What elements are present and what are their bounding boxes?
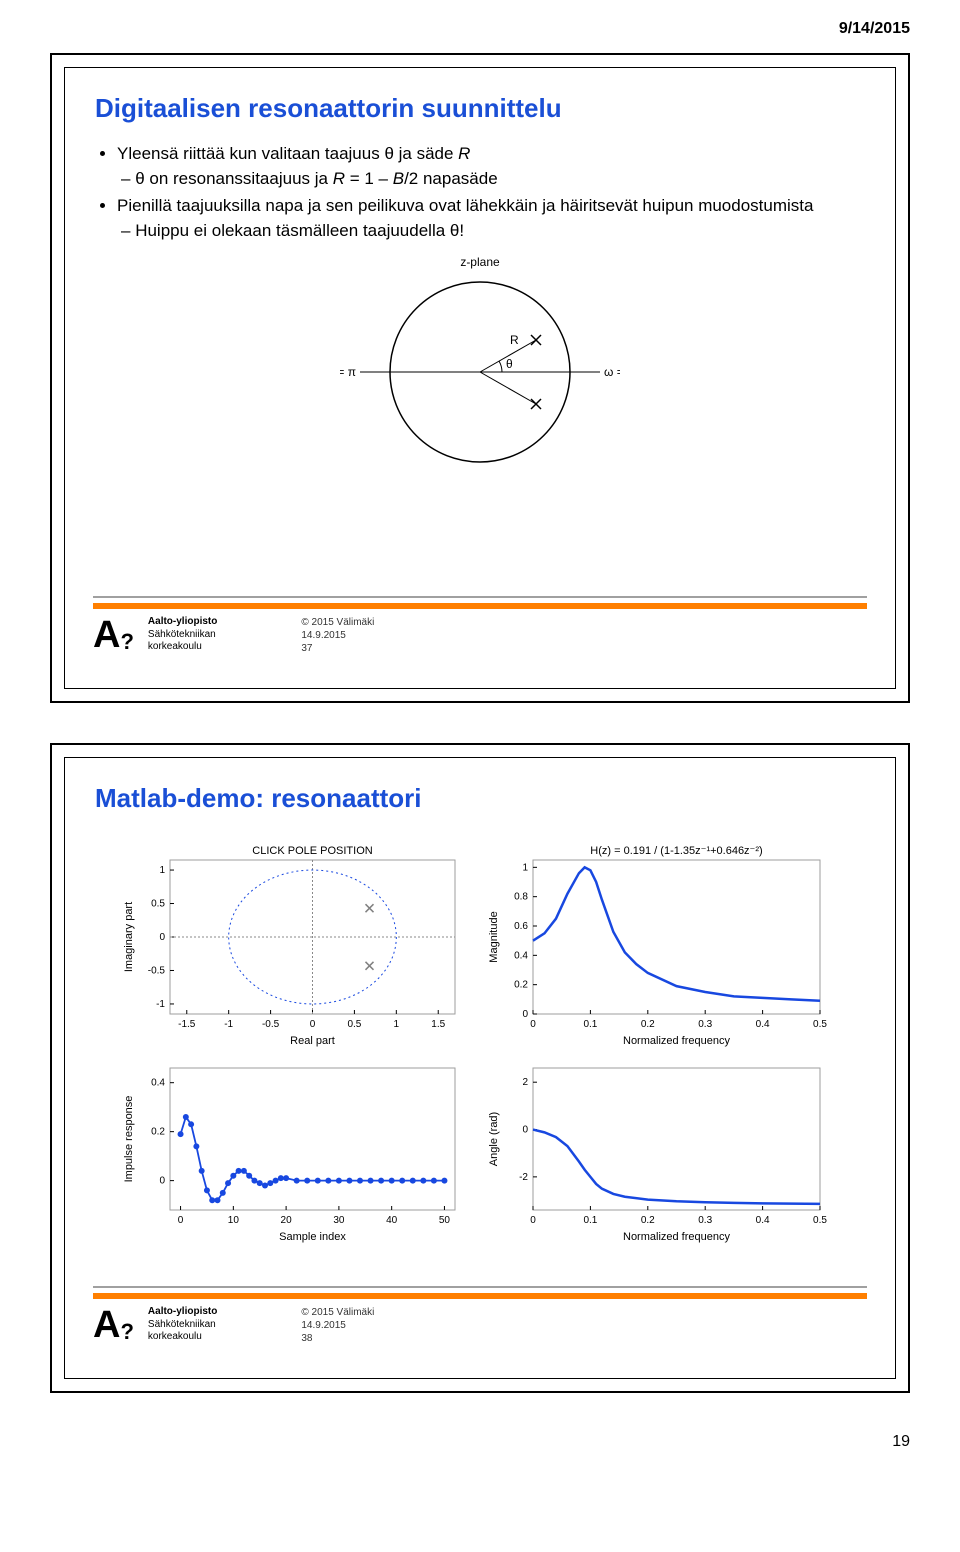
svg-text:1: 1 — [159, 865, 165, 876]
copy-text-2: © 2015 Välimäki 14.9.2015 38 — [301, 1306, 374, 1345]
svg-text:2: 2 — [522, 1077, 528, 1088]
page-number: 19 — [50, 1433, 910, 1451]
plot-polezero: -1.5 -1 -0.5 0 0.5 1 1.5 -1 -0.5 0 0.5 1 Real part Im… — [120, 838, 470, 1048]
slide-1-body: Yleensä riittää kun valitaan taajuus θ j… — [95, 142, 865, 668]
slide-1-inner: Digitaalisen resonaattorin suunnittelu Y… — [64, 67, 896, 689]
slide1-bullet2: Pienillä taajuuksilla napa ja sen peilik… — [117, 196, 813, 215]
copy-text-1: © 2015 Välimäki 14.9.2015 37 — [301, 616, 374, 655]
svg-text:0.5: 0.5 — [813, 1019, 827, 1030]
svg-text:H(z) = 0.191 / (1-1.35z⁻¹+0.64: H(z) = 0.191 / (1-1.35z⁻¹+0.646z⁻²) — [590, 845, 762, 857]
zplane-left: ω = π — [340, 365, 356, 379]
svg-text:0.3: 0.3 — [698, 1215, 712, 1226]
svg-text:-0.5: -0.5 — [262, 1019, 280, 1030]
svg-text:1: 1 — [394, 1019, 400, 1030]
svg-text:0.3: 0.3 — [698, 1019, 712, 1030]
svg-text:0.2: 0.2 — [641, 1019, 655, 1030]
slide-2-title: Matlab-demo: resonaattori — [95, 783, 865, 814]
zplane-theta: θ — [506, 357, 513, 371]
svg-text:0.1: 0.1 — [583, 1019, 597, 1030]
svg-text:0: 0 — [178, 1215, 184, 1226]
svg-text:Sample index: Sample index — [279, 1231, 346, 1243]
svg-text:0: 0 — [159, 932, 165, 943]
svg-text:50: 50 — [439, 1215, 451, 1226]
slide1-sub2: Huippu ei olekaan täsmälleen taajuudella… — [139, 219, 865, 244]
svg-text:30: 30 — [333, 1215, 345, 1226]
svg-text:0: 0 — [530, 1019, 536, 1030]
svg-text:10: 10 — [228, 1215, 240, 1226]
zplane-R: R — [510, 333, 519, 347]
svg-text:0.5: 0.5 — [813, 1215, 827, 1226]
svg-text:0.2: 0.2 — [641, 1215, 655, 1226]
footer-1: A? Aalto-yliopisto Sähkötekniikan korkea… — [93, 604, 867, 666]
slide-2: Matlab-demo: resonaattori -1.5 -1 -0.5 0 0.5… — [50, 743, 910, 1393]
svg-text:-1: -1 — [156, 999, 165, 1010]
aalto-logo: A? — [93, 616, 134, 654]
svg-text:0: 0 — [522, 1009, 528, 1020]
svg-text:20: 20 — [281, 1215, 293, 1226]
svg-text:Normalized frequency: Normalized frequency — [623, 1231, 730, 1243]
svg-text:1: 1 — [522, 863, 528, 874]
page-header-date: 9/14/2015 — [50, 20, 910, 38]
svg-text:Angle (rad): Angle (rad) — [488, 1112, 500, 1166]
divider-bar-2 — [93, 1286, 867, 1290]
svg-text:0: 0 — [310, 1019, 316, 1030]
matlab-plots: -1.5 -1 -0.5 0 0.5 1 1.5 -1 -0.5 0 0.5 1 Real part Im… — [120, 838, 840, 1264]
slide-1-title: Digitaalisen resonaattorin suunnittelu — [95, 93, 865, 124]
slide1-sub1: θ on resonanssitaajuus ja R = 1 – B/2 na… — [139, 167, 865, 192]
plot-magnitude: 0 0.1 0.2 0.3 0.4 0.5 0 0.2 0.4 0.6 0.8 1 Normalized… — [485, 838, 835, 1048]
plot-impulse: 0 10 20 30 40 50 0 0.2 0.4 Sample index Impulse re… — [120, 1054, 470, 1244]
svg-text:0.6: 0.6 — [514, 921, 528, 932]
svg-text:-2: -2 — [519, 1172, 528, 1183]
svg-text:-1.5: -1.5 — [178, 1019, 196, 1030]
svg-text:Imaginary part: Imaginary part — [123, 902, 135, 972]
svg-text:0.2: 0.2 — [151, 1127, 165, 1138]
divider-bar-1 — [93, 596, 867, 600]
svg-text:0.1: 0.1 — [583, 1215, 597, 1226]
slide1-bullet1: Yleensä riittää kun valitaan taajuus θ j… — [117, 144, 470, 163]
svg-text:0.8: 0.8 — [514, 892, 528, 903]
zplane-right: ω = 0 — [604, 365, 620, 379]
footer-2: A? Aalto-yliopisto Sähkötekniikan korkea… — [93, 1294, 867, 1356]
svg-text:0: 0 — [530, 1215, 536, 1226]
svg-text:Impulse response: Impulse response — [123, 1096, 135, 1183]
svg-text:0: 0 — [522, 1125, 528, 1136]
svg-text:CLICK POLE POSITION: CLICK POLE POSITION — [252, 845, 372, 857]
uni-text-1: Aalto-yliopisto Sähkötekniikan korkeakou… — [148, 616, 217, 654]
svg-text:0.4: 0.4 — [756, 1215, 770, 1226]
svg-text:Magnitude: Magnitude — [488, 912, 500, 963]
plot-phase: 0 0.1 0.2 0.3 0.4 0.5 -2 0 2 Normalized frequency… — [485, 1054, 835, 1244]
svg-text:0.2: 0.2 — [514, 980, 528, 991]
slide-2-inner: Matlab-demo: resonaattori -1.5 -1 -0.5 0 0.5… — [64, 757, 896, 1379]
svg-text:-1: -1 — [224, 1019, 233, 1030]
svg-text:0.4: 0.4 — [151, 1078, 165, 1089]
svg-text:Normalized frequency: Normalized frequency — [623, 1035, 730, 1047]
svg-text:1.5: 1.5 — [431, 1019, 445, 1030]
uni-text-2: Aalto-yliopisto Sähkötekniikan korkeakou… — [148, 1306, 217, 1344]
svg-text:0.4: 0.4 — [756, 1019, 770, 1030]
zplane-diagram: z-plane ω = π ω = 0 — [340, 252, 620, 482]
aalto-logo-2: A? — [93, 1306, 134, 1344]
svg-text:0.5: 0.5 — [151, 899, 165, 910]
svg-text:Real part: Real part — [290, 1035, 335, 1047]
svg-text:40: 40 — [386, 1215, 398, 1226]
svg-text:-0.5: -0.5 — [148, 966, 166, 977]
slide-1: Digitaalisen resonaattorin suunnittelu Y… — [50, 53, 910, 703]
zplane-label-top: z-plane — [460, 255, 500, 269]
svg-text:0.4: 0.4 — [514, 951, 528, 962]
svg-text:0: 0 — [159, 1176, 165, 1187]
svg-text:0.5: 0.5 — [347, 1019, 361, 1030]
